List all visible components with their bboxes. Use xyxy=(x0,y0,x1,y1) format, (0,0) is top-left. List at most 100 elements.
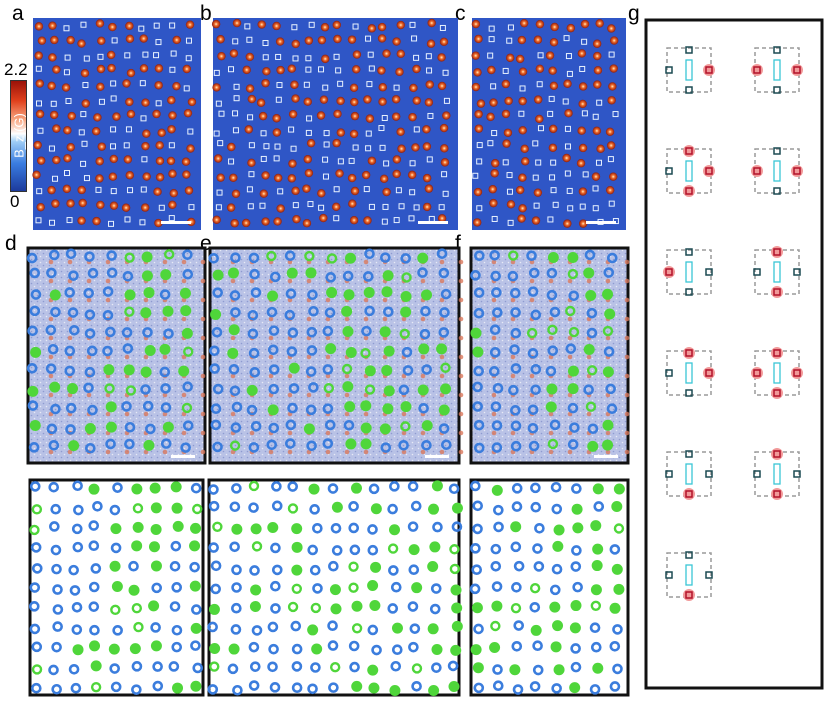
overlay-blue-ring xyxy=(606,252,618,264)
vortex-spot xyxy=(591,172,601,181)
panel-label-g: g xyxy=(628,2,640,25)
vortex-spot xyxy=(608,82,617,91)
vortex-spot xyxy=(577,49,587,58)
nanomagnet-dot xyxy=(181,430,187,436)
vortex-spot xyxy=(382,187,391,197)
vortex-spot xyxy=(92,216,101,226)
overlay-blue-ring xyxy=(587,423,599,435)
nanomagnet-dot xyxy=(548,449,554,455)
empty-site-marker xyxy=(138,25,145,32)
vortex-spot xyxy=(504,96,513,106)
overlay-blue-ring xyxy=(398,439,409,451)
overlay-green-dot xyxy=(345,252,357,264)
nanomagnet-dot xyxy=(124,449,130,455)
overlay-blue-ring xyxy=(286,346,298,357)
empty-site-marker xyxy=(305,66,312,73)
overlay-blue-ring xyxy=(307,289,318,301)
nanomagnet-dot xyxy=(230,316,236,322)
dot-green-dot xyxy=(592,483,604,495)
dot-blue-ring xyxy=(229,501,241,513)
vortex-spot xyxy=(97,36,106,46)
vortex-spot xyxy=(32,170,41,180)
dot-green-ring xyxy=(411,663,423,674)
vortex-spot xyxy=(515,54,525,64)
overlay-green-dot xyxy=(160,269,172,281)
vortex-spot xyxy=(592,126,602,136)
dot-blue-ring xyxy=(310,662,321,673)
nanomagnet-dot xyxy=(624,278,630,284)
nanomagnet-dot xyxy=(458,335,464,341)
charge-circle xyxy=(751,165,763,177)
overlay-green-dot xyxy=(602,288,614,300)
dot-blue-ring xyxy=(29,623,41,635)
dot-blue-ring xyxy=(28,601,40,612)
overlay-blue-ring xyxy=(160,402,172,413)
nanomagnet-dot xyxy=(420,430,426,436)
vortex-spot xyxy=(272,128,282,137)
dot-blue-ring xyxy=(408,641,419,653)
dot-green-dot xyxy=(552,540,564,552)
nanomagnet-dot xyxy=(605,430,611,436)
nanomagnet-dot xyxy=(306,316,312,322)
empty-site-marker xyxy=(393,84,400,91)
empty-site-marker xyxy=(216,189,223,196)
vortex-spot xyxy=(396,20,405,30)
vortex-spot xyxy=(396,127,405,137)
dot-panel-frame xyxy=(469,478,630,697)
empty-site-marker xyxy=(592,113,599,120)
overlay-blue-ring xyxy=(342,270,354,282)
overlay-green-dot xyxy=(267,290,279,302)
vortex-spot xyxy=(422,142,432,151)
vortex-spot xyxy=(377,22,387,32)
vortex-spot xyxy=(518,96,527,106)
site-square xyxy=(773,46,781,54)
empty-site-marker xyxy=(232,127,239,134)
vortex-spot xyxy=(363,95,372,104)
dot-blue-ring xyxy=(71,624,83,635)
overlay-blue-ring xyxy=(530,309,542,321)
empty-site-marker xyxy=(548,95,555,102)
dot-blue-ring xyxy=(429,603,441,615)
overlay-green-dot xyxy=(400,401,412,413)
charge-circle xyxy=(771,347,783,359)
dot-green-dot xyxy=(609,602,621,614)
charge-circle xyxy=(771,387,783,399)
map-background xyxy=(33,18,201,230)
overlay-green-ring xyxy=(326,253,338,264)
dot-blue-ring xyxy=(551,563,563,575)
nanomagnet-dot xyxy=(420,354,426,360)
empty-site-marker xyxy=(183,85,190,92)
overlay-green-dot xyxy=(49,381,61,393)
dot-green-dot xyxy=(190,522,202,534)
overlay-green-dot xyxy=(27,385,39,397)
empty-site-marker xyxy=(248,171,255,178)
empty-site-marker xyxy=(476,142,483,149)
dot-blue-ring xyxy=(31,682,42,694)
dot-green-dot xyxy=(131,483,143,495)
overlay-green-dot xyxy=(364,365,376,377)
overlay-blue-ring xyxy=(569,422,580,433)
empty-site-marker xyxy=(365,145,372,152)
vortex-spot xyxy=(125,97,134,107)
empty-site-marker xyxy=(322,84,329,91)
dot-blue-ring xyxy=(309,564,321,576)
dot-blue-ring xyxy=(327,620,338,631)
scale-bar xyxy=(171,455,195,458)
dot-blue-ring xyxy=(208,484,219,495)
empty-site-marker xyxy=(536,81,543,88)
overlay-blue-ring xyxy=(584,249,596,261)
nanomagnet-dot xyxy=(510,316,516,322)
empty-site-marker xyxy=(502,159,509,166)
empty-site-marker xyxy=(139,219,146,226)
panel-label-c: c xyxy=(455,2,466,25)
overlay-green-dot xyxy=(246,384,258,396)
dot-blue-ring xyxy=(131,661,143,672)
nanomagnet-dot xyxy=(491,430,497,436)
nanomagnet-dot xyxy=(105,259,111,265)
vortex-spot xyxy=(336,96,345,106)
empty-site-marker xyxy=(37,127,44,134)
vortex-spot xyxy=(518,67,528,76)
site-square xyxy=(685,349,693,357)
vortex-spot xyxy=(247,158,256,168)
overlay-green-ring xyxy=(508,250,519,261)
